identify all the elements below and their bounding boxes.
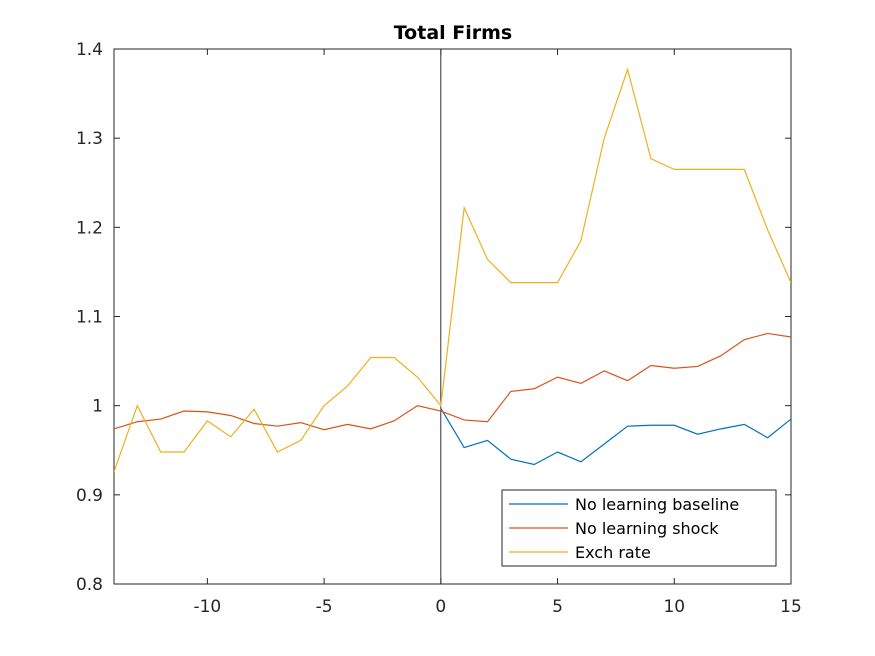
series-line-3 — [114, 67, 791, 472]
x-tick-label: 5 — [552, 597, 563, 617]
series-line-1 — [440, 408, 791, 466]
y-tick-label: 1.2 — [76, 218, 103, 238]
x-tick-label: 15 — [780, 597, 802, 617]
chart-title: Total Firms — [394, 22, 513, 44]
legend: No learning baseline No learning shock Exc… — [501, 489, 777, 567]
x-tick-label: -10 — [193, 597, 221, 617]
plot-area: -10 -5 0 5 10 15 0.8 0.9 1 1.1 1.2 1.3 1.4 No learnin… — [76, 40, 802, 617]
y-tick-label: 0.9 — [76, 486, 103, 506]
x-tick-label: -5 — [316, 597, 333, 617]
series-line-2 — [114, 332, 791, 431]
y-tick-label: 0.8 — [76, 575, 103, 595]
y-tick-label: 1.1 — [76, 308, 103, 328]
legend-label-3: Exch rate — [575, 543, 651, 562]
x-tick-label: 0 — [435, 597, 446, 617]
legend-label-2: No learning shock — [575, 519, 719, 538]
y-tick-label: 1.4 — [76, 40, 103, 60]
y-tick-label: 1.3 — [76, 129, 103, 149]
x-tick-label: 10 — [663, 597, 685, 617]
legend-label-1: No learning baseline — [575, 495, 739, 514]
y-tick-label: 1 — [92, 397, 103, 417]
